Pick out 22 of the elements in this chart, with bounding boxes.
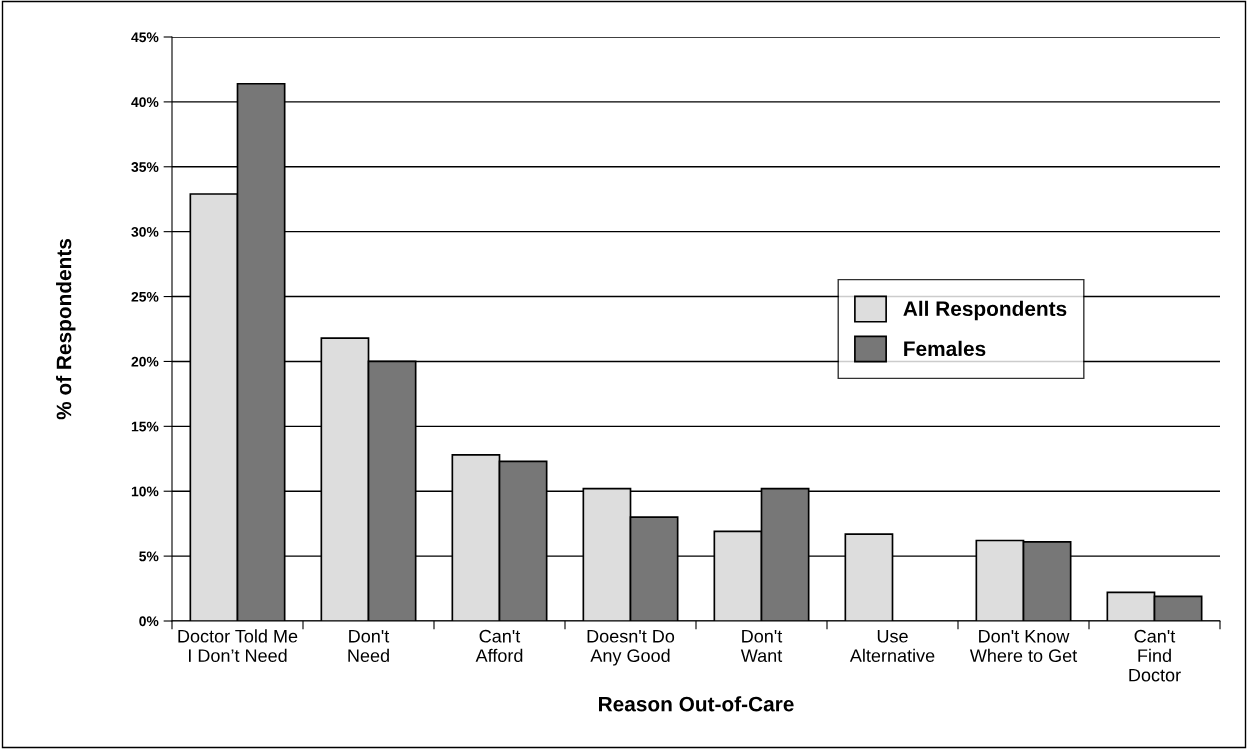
y-tick-label: 0%: [139, 616, 159, 627]
x-tick-label: Can't Afford: [475, 629, 523, 663]
x-tick-label: Don't Need: [348, 630, 390, 663]
y-tick-label: 40%: [131, 97, 159, 108]
y-tick-label: 10%: [131, 486, 159, 497]
y-tick-label: 5%: [139, 551, 159, 562]
x-tick-label: Can't Find Doctor: [1129, 629, 1181, 682]
y-tick-label: 15%: [131, 421, 159, 432]
y-axis-title: % of Respondents: [56, 238, 76, 420]
legend-label: Females: [904, 340, 986, 357]
x-tick-label: Use Alternative: [849, 630, 935, 663]
y-tick-label: 45%: [131, 32, 159, 43]
y-tick-label: 20%: [131, 356, 159, 367]
y-tick-label: 25%: [131, 291, 159, 302]
x-axis-title: Reason Out-of-Care: [599, 696, 794, 712]
x-tick-label: Doctor Told Me I Don’t Need: [178, 629, 298, 663]
y-tick-label: 30%: [131, 227, 159, 237]
x-tick-label: Doesn't Do Any Good: [587, 630, 675, 666]
x-tick-label: Don't Want: [740, 630, 783, 663]
y-tick-label: 35%: [131, 162, 159, 172]
x-tick-label: Don't Know Where to Get: [969, 630, 1078, 663]
legend-label: All Respondents: [903, 300, 1067, 321]
